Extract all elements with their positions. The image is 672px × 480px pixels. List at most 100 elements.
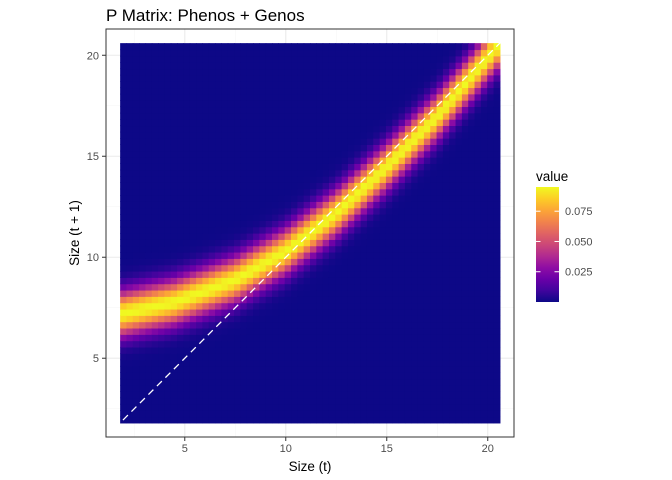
heat-cell bbox=[145, 176, 153, 183]
heat-cell bbox=[278, 403, 286, 411]
heat-cell bbox=[480, 176, 488, 183]
heat-cell bbox=[177, 258, 185, 266]
heat-cell bbox=[202, 87, 210, 95]
heat-cell bbox=[316, 296, 324, 304]
heat-cell bbox=[436, 62, 444, 70]
heat-cell bbox=[360, 106, 368, 114]
heat-cell bbox=[379, 378, 387, 386]
heat-cell bbox=[208, 68, 216, 76]
heat-cell bbox=[373, 207, 381, 215]
heat-cell bbox=[202, 270, 210, 278]
heat-cell bbox=[189, 334, 197, 342]
heat-cell bbox=[328, 195, 336, 202]
heat-cell bbox=[145, 416, 153, 424]
heat-cell bbox=[360, 289, 368, 297]
heat-cell bbox=[196, 163, 204, 171]
heat-cell bbox=[291, 119, 298, 127]
heat-cell bbox=[265, 397, 273, 405]
heat-cell bbox=[303, 378, 311, 386]
heat-cell bbox=[240, 81, 248, 89]
heat-cell bbox=[474, 308, 482, 316]
heat-cell bbox=[341, 403, 349, 411]
heat-cell bbox=[442, 207, 450, 215]
heat-cell bbox=[145, 163, 153, 171]
heat-cell bbox=[158, 169, 166, 177]
heat-cell bbox=[354, 334, 362, 342]
heat-cell bbox=[227, 289, 235, 297]
heat-cell bbox=[132, 131, 140, 139]
heat-cell bbox=[316, 264, 324, 272]
heat-cell bbox=[120, 403, 128, 411]
heat-cell bbox=[208, 277, 216, 285]
heat-cell bbox=[240, 112, 248, 120]
heat-cell bbox=[310, 264, 317, 272]
heat-cell bbox=[177, 384, 185, 392]
heat-cell bbox=[189, 207, 197, 215]
heat-cell bbox=[284, 245, 292, 253]
heat-cell bbox=[291, 138, 298, 145]
heat-cell bbox=[316, 416, 324, 424]
heat-cell bbox=[347, 188, 355, 196]
heat-cell bbox=[379, 302, 387, 310]
heat-cell bbox=[341, 384, 349, 392]
heat-cell bbox=[335, 359, 343, 367]
heat-cell bbox=[120, 277, 128, 285]
heat-cell bbox=[398, 239, 406, 247]
heat-cell bbox=[316, 201, 324, 209]
heat-cell bbox=[468, 270, 476, 278]
heat-cell bbox=[347, 176, 355, 183]
heat-cell bbox=[373, 220, 381, 228]
heat-cell bbox=[183, 226, 191, 234]
heat-cell bbox=[366, 308, 374, 316]
heat-cell bbox=[164, 93, 172, 101]
heat-cell bbox=[177, 87, 185, 95]
heat-cell bbox=[126, 410, 134, 418]
heat-cell bbox=[423, 346, 431, 354]
heat-cell bbox=[379, 207, 387, 215]
heat-cell bbox=[398, 49, 406, 57]
heat-cell bbox=[404, 239, 412, 247]
heat-cell bbox=[183, 106, 191, 114]
heat-cell bbox=[246, 416, 254, 424]
heat-cell bbox=[385, 112, 393, 120]
heat-cell bbox=[208, 87, 216, 95]
heat-cell bbox=[151, 207, 159, 215]
heat-cell bbox=[221, 233, 229, 240]
heat-cell bbox=[436, 87, 444, 95]
heat-cell bbox=[417, 327, 425, 335]
heat-cell bbox=[189, 245, 197, 253]
heat-cell bbox=[449, 195, 457, 202]
heat-cell bbox=[328, 302, 336, 310]
heat-cell bbox=[328, 201, 336, 209]
heat-cell bbox=[234, 289, 241, 297]
heat-cell bbox=[328, 365, 336, 373]
heat-cell bbox=[196, 233, 204, 240]
heat-cell bbox=[253, 68, 260, 76]
heat-cell bbox=[480, 81, 488, 89]
heat-cell bbox=[341, 87, 349, 95]
heat-cell bbox=[493, 87, 501, 95]
heat-cell bbox=[145, 321, 153, 329]
heat-cell bbox=[442, 125, 450, 133]
heat-cell bbox=[417, 182, 425, 190]
heat-cell bbox=[379, 74, 387, 82]
heat-cell bbox=[436, 81, 444, 89]
heat-cell bbox=[335, 188, 343, 196]
heat-cell bbox=[474, 169, 482, 177]
heat-cell bbox=[253, 308, 260, 316]
heat-cell bbox=[291, 258, 298, 266]
heat-cell bbox=[436, 68, 444, 76]
heat-cell bbox=[297, 176, 305, 183]
heat-cell bbox=[240, 346, 248, 354]
heat-cell bbox=[284, 106, 292, 114]
heat-cell bbox=[297, 55, 305, 63]
heat-cell bbox=[183, 220, 191, 228]
heat-cell bbox=[322, 144, 330, 152]
heat-cell bbox=[487, 62, 495, 70]
heat-cell bbox=[354, 359, 362, 367]
heat-cell bbox=[316, 245, 324, 253]
heat-cell bbox=[341, 416, 349, 424]
heat-cell bbox=[151, 416, 159, 424]
heat-cell bbox=[120, 239, 128, 247]
heat-cell bbox=[461, 384, 469, 392]
